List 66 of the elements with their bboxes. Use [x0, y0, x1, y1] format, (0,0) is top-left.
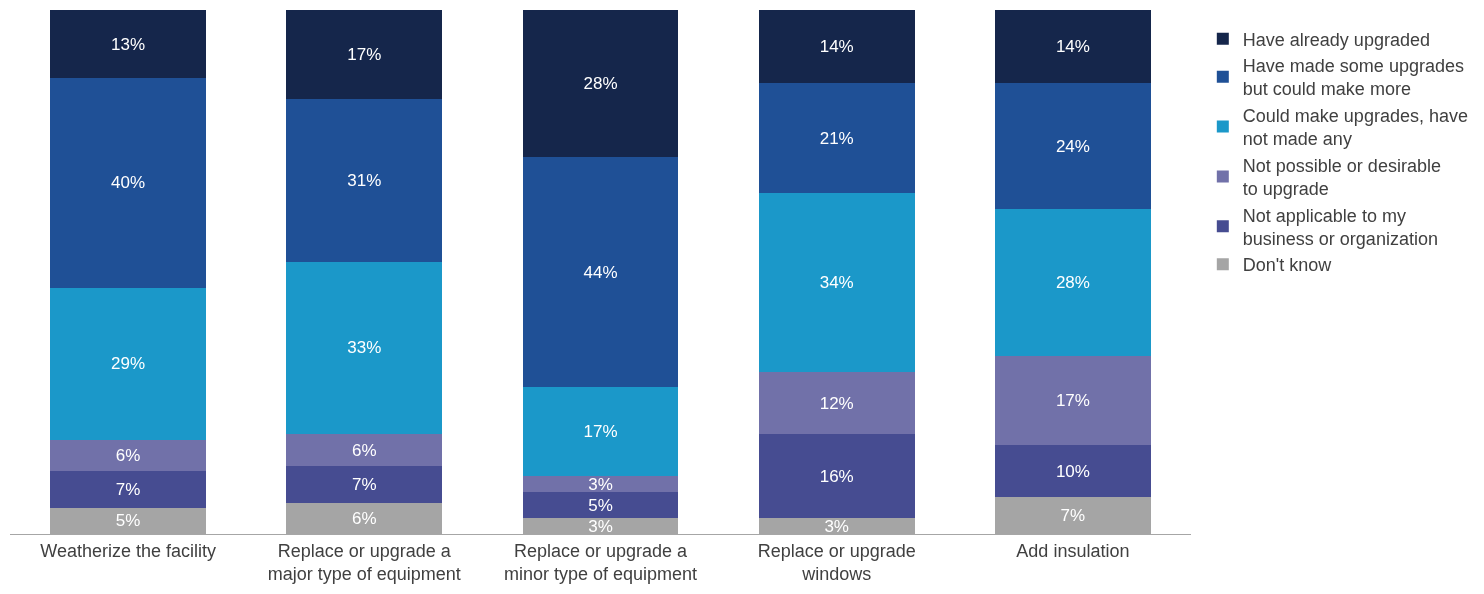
data-label: 44% — [583, 262, 618, 282]
data-label: 33% — [347, 338, 382, 358]
bar — [994, 209, 1151, 356]
legend-label: Could make upgrades, have not made any — [1242, 105, 1468, 150]
bar — [522, 387, 679, 477]
bar — [758, 434, 915, 519]
bar — [50, 471, 207, 508]
data-label: 17% — [347, 45, 382, 65]
data-label: 28% — [1055, 272, 1090, 292]
bar — [994, 444, 1151, 498]
bar — [522, 492, 679, 519]
data-label: 21% — [819, 128, 854, 148]
bar — [50, 78, 207, 288]
data-label: 14% — [819, 37, 854, 57]
data-label: 16% — [819, 466, 854, 486]
x-tick-label: Weatherize the facility — [40, 540, 216, 561]
bar — [286, 465, 443, 503]
bar — [286, 99, 443, 262]
data-label: 14% — [1055, 37, 1090, 57]
bar — [994, 10, 1151, 84]
data-label: 13% — [111, 34, 146, 54]
legend-label: Don't know — [1242, 255, 1333, 276]
data-label: 6% — [115, 445, 141, 465]
data-label: 34% — [819, 272, 854, 292]
data-label: 28% — [583, 73, 618, 93]
data-label: 3% — [824, 516, 849, 536]
bar — [522, 10, 679, 157]
legend-label: Have already upgraded — [1242, 29, 1430, 50]
bar — [522, 156, 679, 388]
bar — [286, 10, 443, 100]
data-label: 24% — [1055, 136, 1090, 156]
x-tick-label: Replace or upgrade a major type of equipment — [267, 540, 461, 584]
data-label: 3% — [588, 474, 613, 494]
data-label: 7% — [115, 479, 141, 499]
data-label: 7% — [352, 474, 377, 494]
data-label: 12% — [819, 393, 854, 413]
data-label: 5% — [115, 511, 141, 531]
bar — [50, 439, 207, 472]
data-label: 29% — [111, 354, 146, 374]
data-label: 17% — [583, 422, 618, 442]
bar — [758, 10, 915, 84]
data-label: 17% — [1055, 390, 1090, 410]
bar — [286, 434, 443, 466]
bar — [50, 287, 207, 440]
data-label: 6% — [352, 508, 377, 528]
x-tick-label: Add insulation — [1016, 540, 1130, 561]
x-tick-label: Replace or upgrade a minor type of equipment — [503, 540, 698, 584]
data-label: 10% — [1055, 461, 1090, 481]
bar — [522, 476, 679, 493]
data-label: 3% — [588, 516, 613, 536]
data-label: 6% — [352, 440, 377, 460]
bar — [286, 261, 443, 435]
legend-label: Have made some upgrades but could make more — [1242, 56, 1464, 100]
x-tick-label: Replace or upgrade windows — [757, 540, 916, 584]
data-label: 40% — [111, 173, 146, 193]
bar — [994, 83, 1151, 210]
bar — [758, 193, 915, 372]
bar — [758, 371, 915, 435]
bar — [758, 83, 915, 194]
bar — [50, 10, 207, 79]
legend-label: Not applicable to my business or organization — [1242, 205, 1438, 249]
bar — [994, 355, 1151, 445]
legend-label: Not possible or desirable to upgrade — [1242, 155, 1441, 200]
data-label: 31% — [347, 170, 382, 190]
data-label: 7% — [1060, 506, 1086, 526]
data-label: 5% — [588, 495, 613, 515]
